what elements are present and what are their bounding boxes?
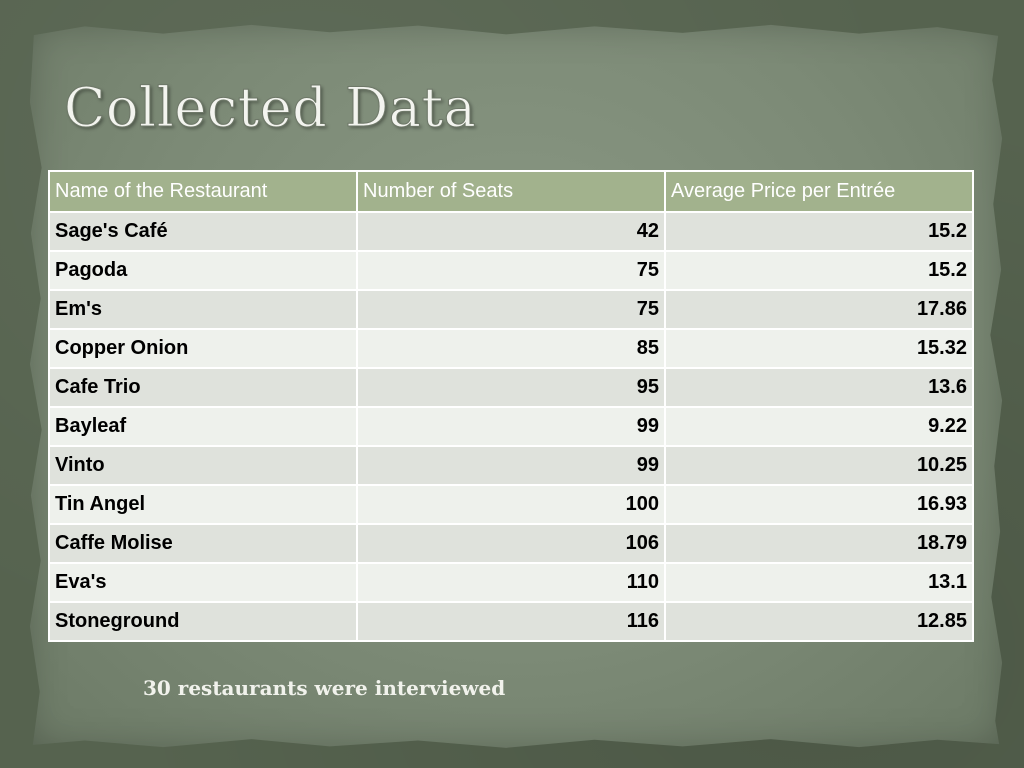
cell-restaurant-name: Pagoda bbox=[48, 250, 358, 291]
table-row: Em's 75 17.86 bbox=[48, 289, 974, 330]
table-row: Stoneground 116 12.85 bbox=[48, 601, 974, 642]
cell-restaurant-name: Cafe Trio bbox=[48, 367, 358, 408]
table-row: Copper Onion 85 15.32 bbox=[48, 328, 974, 369]
table-row: Cafe Trio 95 13.6 bbox=[48, 367, 974, 408]
table-row: Sage's Café 42 15.2 bbox=[48, 211, 974, 252]
cell-restaurant-name: Tin Angel bbox=[48, 484, 358, 525]
cell-price: 15.2 bbox=[664, 211, 974, 252]
cell-price: 9.22 bbox=[664, 406, 974, 447]
cell-price: 15.32 bbox=[664, 328, 974, 369]
cell-seats: 95 bbox=[356, 367, 666, 408]
cell-price: 17.86 bbox=[664, 289, 974, 330]
cell-seats: 42 bbox=[356, 211, 666, 252]
restaurant-data-table: Name of the Restaurant Number of Seats A… bbox=[48, 170, 974, 642]
cell-seats: 99 bbox=[356, 445, 666, 486]
table-row: Bayleaf 99 9.22 bbox=[48, 406, 974, 447]
table-header-row: Name of the Restaurant Number of Seats A… bbox=[48, 170, 974, 213]
cell-seats: 110 bbox=[356, 562, 666, 603]
slide-title: Collected Data bbox=[63, 76, 477, 140]
cell-seats: 106 bbox=[356, 523, 666, 564]
cell-seats: 100 bbox=[356, 484, 666, 525]
header-average-price: Average Price per Entrée bbox=[664, 170, 974, 213]
table-row: Pagoda 75 15.2 bbox=[48, 250, 974, 291]
table-row: Vinto 99 10.25 bbox=[48, 445, 974, 486]
header-number-of-seats: Number of Seats bbox=[356, 170, 666, 213]
cell-price: 13.6 bbox=[664, 367, 974, 408]
cell-restaurant-name: Em's bbox=[48, 289, 358, 330]
header-restaurant-name: Name of the Restaurant bbox=[48, 170, 358, 213]
cell-price: 15.2 bbox=[664, 250, 974, 291]
cell-seats: 75 bbox=[356, 250, 666, 291]
cell-seats: 75 bbox=[356, 289, 666, 330]
cell-restaurant-name: Vinto bbox=[48, 445, 358, 486]
cell-restaurant-name: Sage's Café bbox=[48, 211, 358, 252]
cell-price: 12.85 bbox=[664, 601, 974, 642]
footnote-caption: 30 restaurants were interviewed bbox=[143, 676, 506, 700]
table-row: Caffe Molise 106 18.79 bbox=[48, 523, 974, 564]
cell-restaurant-name: Copper Onion bbox=[48, 328, 358, 369]
cell-price: 10.25 bbox=[664, 445, 974, 486]
cell-price: 18.79 bbox=[664, 523, 974, 564]
cell-seats: 116 bbox=[356, 601, 666, 642]
table-row: Tin Angel 100 16.93 bbox=[48, 484, 974, 525]
cell-price: 16.93 bbox=[664, 484, 974, 525]
cell-seats: 85 bbox=[356, 328, 666, 369]
cell-restaurant-name: Eva's bbox=[48, 562, 358, 603]
cell-restaurant-name: Caffe Molise bbox=[48, 523, 358, 564]
cell-restaurant-name: Bayleaf bbox=[48, 406, 358, 447]
cell-restaurant-name: Stoneground bbox=[48, 601, 358, 642]
cell-seats: 99 bbox=[356, 406, 666, 447]
table-row: Eva's 110 13.1 bbox=[48, 562, 974, 603]
cell-price: 13.1 bbox=[664, 562, 974, 603]
